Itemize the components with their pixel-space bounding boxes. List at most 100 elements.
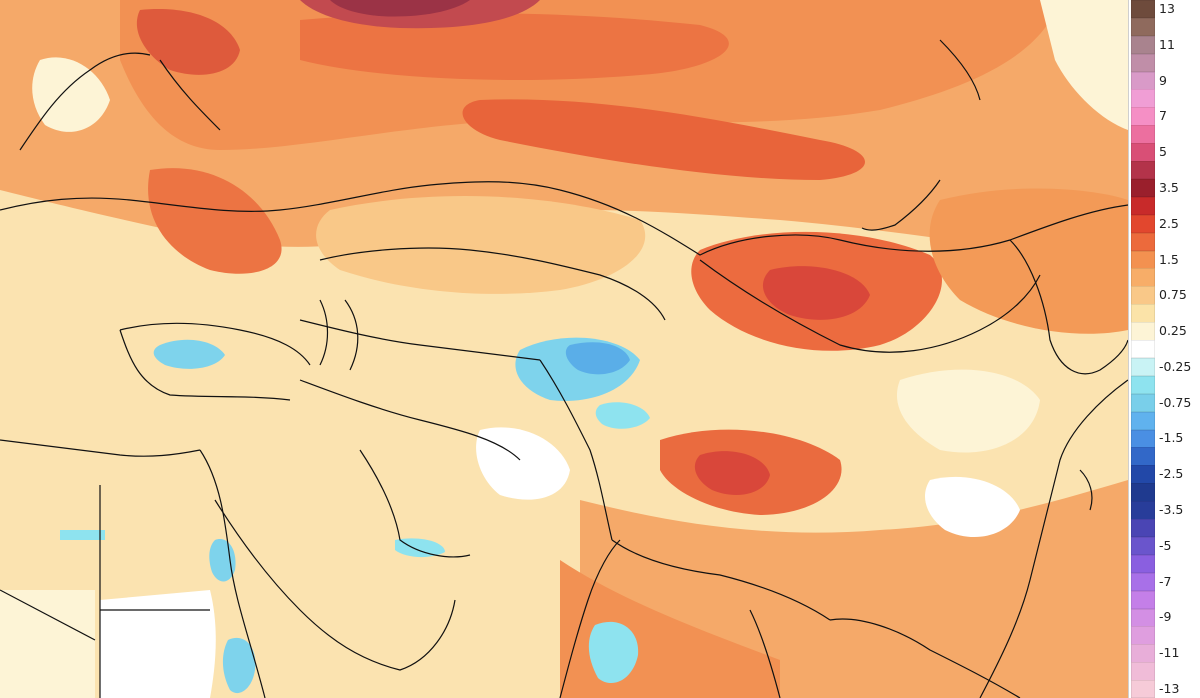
india-east-coast: [749, 609, 781, 698]
persian-gulf-coast: [359, 449, 471, 558]
legend-swatch: [1131, 35, 1155, 55]
caspian-east-coast: [344, 299, 359, 371]
legend-swatch: [1131, 393, 1155, 413]
legend-swatch: [1131, 340, 1155, 359]
legend-tick-label: -1.5: [1159, 430, 1184, 446]
scandinavia-neutral: [32, 57, 110, 132]
legend-tick-label: -0.75: [1159, 394, 1192, 410]
legend-swatch: [1131, 143, 1155, 162]
legend-swatch: [1131, 644, 1155, 663]
kazakhstan-moderate: [316, 196, 646, 294]
legend-swatch: [1131, 268, 1155, 287]
central-asia-border: [299, 319, 541, 361]
legend-tick-label: -7: [1159, 573, 1172, 589]
legend-swatch: [1131, 250, 1155, 269]
tibet-peak: [694, 451, 770, 495]
legend-swatch: [1131, 161, 1155, 180]
sahara-cool: [60, 530, 105, 540]
yemen-cool: [222, 637, 256, 694]
karelia-warm-patch: [136, 9, 240, 75]
legend-swatch: [1131, 232, 1155, 252]
legend-swatch: [1131, 196, 1155, 216]
mongolia-north-border: [559, 189, 1128, 256]
china-east-coast: [979, 379, 1128, 698]
legend-tick-label: -3.5: [1159, 502, 1184, 518]
himalaya-border: [611, 539, 831, 621]
northeast-china-warm: [929, 188, 1128, 334]
northern-russia-strong: [300, 13, 729, 80]
legend-swatch: [1131, 429, 1155, 448]
legend-tick-label: -11: [1159, 645, 1180, 661]
turkey-south-coast: [119, 329, 291, 401]
libya-chad-border: [0, 589, 96, 641]
legend-tick-label: 11: [1159, 36, 1175, 52]
taiwan-outline: [1079, 469, 1093, 511]
legend-swatch: [1131, 53, 1155, 73]
arabia-coast: [214, 499, 456, 671]
kyrgyzstan-cool-core: [565, 342, 630, 375]
turkey-cool: [153, 339, 225, 369]
baikal-outline: [861, 179, 941, 231]
north-china-neutral: [896, 369, 1040, 453]
baltic-coast: [159, 59, 221, 131]
political-borders: [0, 39, 1128, 698]
india-west-coast: [559, 539, 621, 698]
legend-swatch: [1131, 590, 1155, 609]
west-siberia-strong: [462, 99, 865, 180]
legend-tick-label: 0.25: [1159, 323, 1187, 339]
legend-tick-label: -5: [1159, 537, 1172, 553]
legend-swatch: [1131, 71, 1155, 90]
mediterranean-coast: [0, 439, 201, 457]
anomaly-map: [0, 0, 1128, 698]
legend-swatch: [1131, 304, 1155, 323]
legend-tick-label: 2.5: [1159, 215, 1179, 231]
india-cool: [588, 621, 639, 684]
mongolia-south-border: [699, 259, 1041, 353]
legend-swatch: [1131, 17, 1155, 37]
legend-swatch: [1131, 286, 1155, 305]
iran-north-border: [299, 379, 521, 461]
legend-tick-label: 1.5: [1159, 251, 1179, 267]
legend-swatch: [1131, 662, 1155, 681]
far-east-neutral: [1040, 0, 1128, 130]
legend-swatch: [1131, 178, 1155, 198]
arctic-peak: [330, 0, 470, 17]
legend-swatch: [1131, 447, 1155, 466]
libya-neutral: [0, 590, 95, 698]
caspian-west-coast: [319, 299, 329, 366]
ukraine-warm-patch: [148, 168, 282, 274]
kazakhstan-border: [319, 247, 666, 321]
legend-tick-label: 7: [1159, 108, 1167, 124]
legend-swatch: [1131, 125, 1155, 144]
siberia-river: [939, 39, 981, 101]
legend-swatch: [1131, 572, 1155, 592]
legend-tick-label: 5: [1159, 144, 1167, 160]
turkey-north-coast: [119, 322, 311, 366]
legend-swatch: [1131, 107, 1155, 126]
indochina-border: [829, 618, 1021, 698]
xinjiang-cool: [595, 402, 650, 429]
china-west-border: [539, 359, 613, 541]
anomaly-map-canvas: [0, 0, 1128, 698]
legend-swatch: [1131, 680, 1155, 698]
legend-swatch: [1131, 554, 1155, 574]
legend-swatch: [1131, 89, 1155, 108]
legend-swatch: [1131, 411, 1155, 431]
legend-tick-label: 3.5: [1159, 179, 1179, 195]
egypt-neutral: [100, 590, 216, 698]
legend-tick-label: -0.25: [1159, 358, 1192, 374]
legend-swatch: [1131, 375, 1155, 395]
legend-tick-label: -13: [1159, 681, 1180, 697]
legend-swatch: [1131, 608, 1155, 627]
legend-swatch: [1131, 357, 1155, 377]
russia-south-border: [0, 181, 561, 212]
legend-swatch: [1131, 626, 1155, 645]
legend-tick-label: 0.75: [1159, 287, 1187, 303]
legend-tick-label: -2.5: [1159, 466, 1184, 482]
legend-swatch: [1131, 214, 1155, 234]
legend-swatch: [1131, 501, 1155, 520]
legend-swatch: [1131, 536, 1155, 556]
mongolia-peak: [762, 266, 870, 320]
scandinavia-coast: [19, 52, 151, 151]
legend-tick-label: -9: [1159, 609, 1172, 625]
